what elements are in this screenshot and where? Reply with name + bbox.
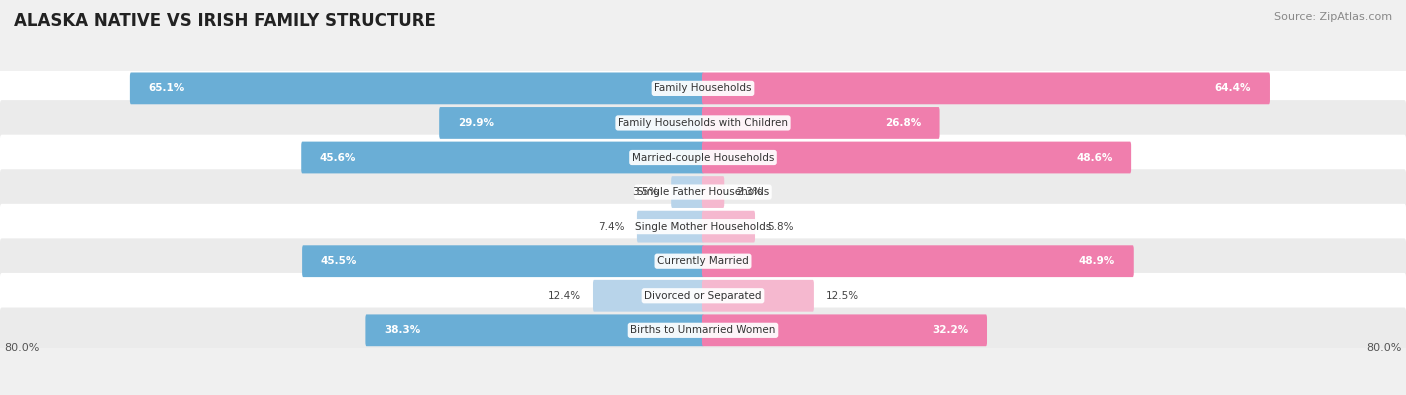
Text: 2.3%: 2.3%	[737, 187, 763, 197]
FancyBboxPatch shape	[366, 314, 704, 346]
FancyBboxPatch shape	[301, 141, 704, 173]
Text: 48.9%: 48.9%	[1078, 256, 1115, 266]
FancyBboxPatch shape	[0, 135, 1406, 180]
Text: Married-couple Households: Married-couple Households	[631, 152, 775, 162]
FancyBboxPatch shape	[0, 204, 1406, 250]
Text: 80.0%: 80.0%	[4, 342, 39, 353]
FancyBboxPatch shape	[439, 107, 704, 139]
FancyBboxPatch shape	[0, 66, 1406, 111]
Text: Births to Unmarried Women: Births to Unmarried Women	[630, 325, 776, 335]
Text: 45.6%: 45.6%	[321, 152, 356, 162]
Text: 26.8%: 26.8%	[884, 118, 921, 128]
Text: 48.6%: 48.6%	[1076, 152, 1112, 162]
Text: Single Mother Households: Single Mother Households	[636, 222, 770, 231]
Text: 65.1%: 65.1%	[149, 83, 184, 93]
Text: ALASKA NATIVE VS IRISH FAMILY STRUCTURE: ALASKA NATIVE VS IRISH FAMILY STRUCTURE	[14, 12, 436, 30]
FancyBboxPatch shape	[302, 245, 704, 277]
Text: Family Households with Children: Family Households with Children	[619, 118, 787, 128]
Text: Divorced or Separated: Divorced or Separated	[644, 291, 762, 301]
FancyBboxPatch shape	[702, 176, 724, 208]
FancyBboxPatch shape	[0, 169, 1406, 215]
Text: Single Father Households: Single Father Households	[637, 187, 769, 197]
FancyBboxPatch shape	[671, 176, 704, 208]
Text: 45.5%: 45.5%	[321, 256, 357, 266]
Text: Family Households: Family Households	[654, 83, 752, 93]
FancyBboxPatch shape	[637, 211, 704, 243]
FancyBboxPatch shape	[129, 72, 704, 104]
FancyBboxPatch shape	[702, 107, 939, 139]
FancyBboxPatch shape	[0, 238, 1406, 284]
FancyBboxPatch shape	[593, 280, 704, 312]
FancyBboxPatch shape	[702, 280, 814, 312]
FancyBboxPatch shape	[702, 314, 987, 346]
Text: Source: ZipAtlas.com: Source: ZipAtlas.com	[1274, 12, 1392, 22]
Text: 32.2%: 32.2%	[932, 325, 969, 335]
Text: 7.4%: 7.4%	[599, 222, 624, 231]
Text: 80.0%: 80.0%	[1367, 342, 1402, 353]
FancyBboxPatch shape	[702, 245, 1133, 277]
FancyBboxPatch shape	[0, 307, 1406, 353]
FancyBboxPatch shape	[702, 211, 755, 243]
Text: 38.3%: 38.3%	[384, 325, 420, 335]
FancyBboxPatch shape	[0, 273, 1406, 318]
Text: 3.5%: 3.5%	[633, 187, 659, 197]
Text: 12.5%: 12.5%	[827, 291, 859, 301]
FancyBboxPatch shape	[702, 72, 1270, 104]
Text: 12.4%: 12.4%	[548, 291, 581, 301]
Text: Currently Married: Currently Married	[657, 256, 749, 266]
FancyBboxPatch shape	[702, 141, 1130, 173]
FancyBboxPatch shape	[0, 100, 1406, 146]
Text: 29.9%: 29.9%	[458, 118, 494, 128]
Text: 64.4%: 64.4%	[1215, 83, 1251, 93]
Text: 5.8%: 5.8%	[768, 222, 793, 231]
